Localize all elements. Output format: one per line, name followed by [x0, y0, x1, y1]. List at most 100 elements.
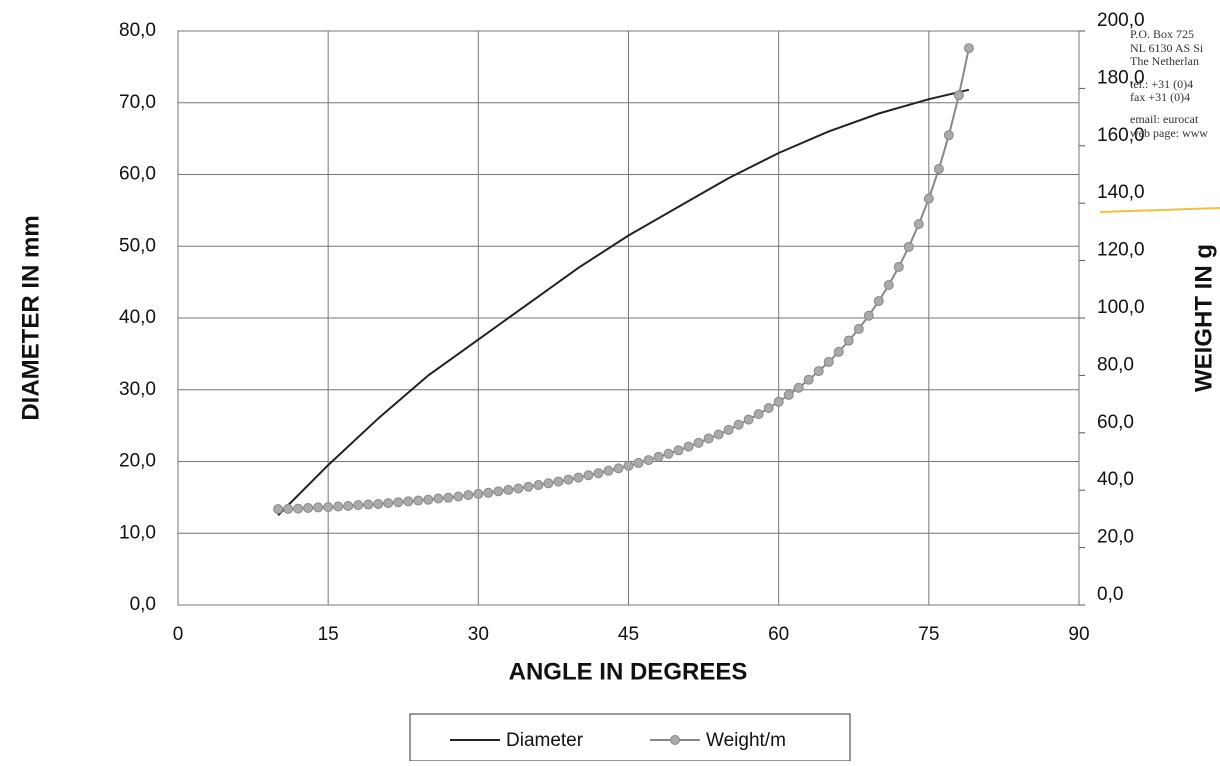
marker [403, 496, 414, 507]
y-tick-label: 40,0 [119, 307, 156, 328]
marker [693, 437, 704, 448]
marker [813, 366, 824, 377]
marker [553, 476, 564, 487]
marker [563, 474, 574, 485]
marker [913, 219, 924, 230]
marker [823, 356, 834, 367]
marker [843, 335, 854, 346]
marker [933, 164, 944, 175]
y2-axis-label: WEIGHT IN g [1190, 244, 1217, 392]
marker [443, 492, 454, 503]
annotation: NL 6130 AS Si [1130, 41, 1204, 55]
marker [573, 472, 584, 483]
marker [653, 451, 664, 462]
x-axis-label: ANGLE IN DEGREES [509, 658, 748, 685]
annotation: tel.: +31 (0)4 [1130, 77, 1193, 91]
marker [533, 480, 544, 491]
marker [953, 90, 964, 101]
annotation: P.O. Box 725 [1130, 27, 1194, 41]
y2-tick-label: 100,0 [1097, 297, 1145, 318]
marker [753, 409, 764, 420]
marker [303, 502, 314, 513]
marker [353, 500, 364, 511]
marker [593, 468, 604, 479]
marker [293, 503, 304, 514]
x-tick-label: 30 [468, 624, 489, 645]
marker [683, 441, 694, 452]
x-tick-label: 60 [768, 624, 789, 645]
marker [663, 448, 674, 459]
marker [963, 43, 974, 54]
marker [903, 241, 914, 252]
marker [333, 501, 344, 512]
marker [923, 193, 934, 204]
y2-tick-label: 160,0 [1097, 125, 1145, 146]
marker [343, 500, 354, 511]
x-tick-label: 90 [1068, 624, 1089, 645]
legend-marker [670, 735, 680, 745]
legend-label: Diameter [506, 730, 584, 751]
y2-tick-label: 80,0 [1097, 354, 1134, 375]
y-tick-label: 30,0 [119, 379, 156, 400]
marker [743, 414, 754, 425]
marker [893, 261, 904, 272]
marker [543, 478, 554, 489]
marker [273, 504, 284, 515]
x-tick-label: 45 [618, 624, 639, 645]
legend-label: Weight/m [706, 730, 786, 751]
x-tick-label: 0 [173, 624, 184, 645]
marker [373, 498, 384, 509]
y-tick-label: 10,0 [119, 522, 156, 543]
y-tick-label: 20,0 [119, 451, 156, 472]
marker [613, 463, 624, 474]
marker [863, 310, 874, 321]
y2-tick-label: 40,0 [1097, 469, 1134, 490]
marker [513, 483, 524, 494]
marker [413, 495, 424, 506]
y-axis-label: DIAMETER IN mm [17, 215, 44, 420]
x-tick-label: 75 [918, 624, 939, 645]
series-line [277, 88, 970, 517]
x-tick-label: 15 [318, 624, 339, 645]
y-tick-label: 70,0 [119, 92, 156, 113]
y-tick-label: 0,0 [130, 594, 156, 615]
marker [483, 487, 494, 498]
marker [523, 481, 534, 492]
annotation: email: eurocat [1130, 112, 1199, 126]
marker [943, 130, 954, 141]
marker [323, 502, 334, 513]
marker [433, 493, 444, 504]
marker [793, 382, 804, 393]
marker [283, 503, 294, 514]
marker [453, 491, 464, 502]
y2-tick-label: 0,0 [1097, 584, 1123, 605]
marker [803, 374, 814, 385]
marker [723, 424, 734, 435]
y2-tick-label: 60,0 [1097, 412, 1134, 433]
y2-tick-label: 200,0 [1097, 10, 1145, 31]
marker [363, 499, 374, 510]
marker [583, 470, 594, 481]
marker [383, 498, 394, 509]
marker [763, 403, 774, 414]
marker [773, 396, 784, 407]
marker [703, 433, 714, 444]
y-tick-label: 50,0 [119, 235, 156, 256]
marker [713, 429, 724, 440]
marker [463, 490, 474, 501]
y-tick-label: 80,0 [119, 20, 156, 41]
y-tick-label: 60,0 [119, 164, 156, 185]
marker [643, 455, 654, 466]
marker [873, 296, 884, 307]
annotation: fax +31 (0)4 [1130, 90, 1190, 104]
marker [673, 445, 684, 456]
marker [783, 389, 794, 400]
marker [833, 346, 844, 357]
annotation: The Netherlan [1130, 54, 1199, 68]
marker [393, 497, 404, 508]
marker [313, 502, 324, 513]
marker [493, 486, 504, 497]
marker [603, 465, 614, 476]
y2-tick-label: 120,0 [1097, 240, 1145, 261]
